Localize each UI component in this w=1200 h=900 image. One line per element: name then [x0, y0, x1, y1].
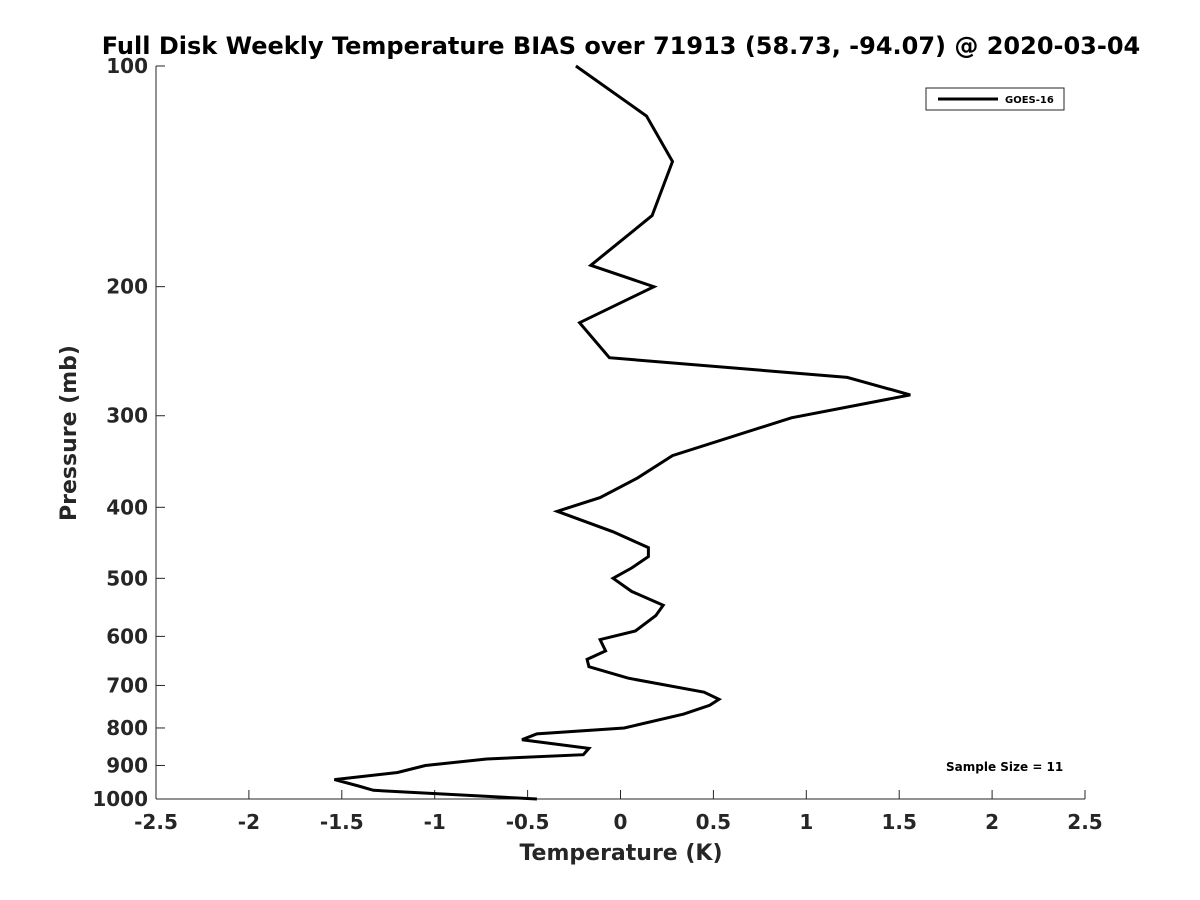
x-tick-label: 1.5	[881, 810, 916, 834]
y-tick-label: 200	[106, 275, 148, 299]
x-tick-label: -1.5	[320, 810, 364, 834]
x-tick-label: 1	[799, 810, 813, 834]
x-tick-label: -2.5	[134, 810, 178, 834]
legend-label: GOES-16	[1005, 95, 1054, 106]
legend: GOES-16	[925, 87, 1065, 111]
x-tick-label: 2.5	[1067, 810, 1102, 834]
y-tick-label: 400	[106, 495, 148, 519]
x-tick-label: -0.5	[506, 810, 550, 834]
x-tick-label: 0.5	[696, 810, 731, 834]
x-tick-label: -2	[238, 810, 260, 834]
y-tick-label: 1000	[92, 787, 148, 811]
series-line	[334, 64, 911, 801]
series-group	[334, 64, 911, 801]
x-tick-label: 0	[614, 810, 628, 834]
y-tick-label: 800	[106, 716, 148, 740]
y-tick-label: 100	[106, 54, 148, 78]
axes: -2.5 -2 -1.5 -1 -0.5 0 0.5 1 1.5 2 2.5 100 200 300 400…	[92, 54, 1102, 834]
chart-title: Full Disk Weekly Temperature BIAS over 7…	[102, 32, 1141, 60]
x-tick-label: -1	[424, 810, 446, 834]
y-tick-label: 300	[106, 404, 148, 428]
sample-size-annotation: Sample Size = 11	[946, 760, 1063, 774]
y-tick-label: 700	[106, 673, 148, 697]
y-tick-label: 900	[106, 753, 148, 777]
x-axis-label: Temperature (K)	[519, 841, 722, 866]
y-tick-label: 600	[106, 624, 148, 648]
y-tick-label: 500	[106, 566, 148, 590]
y-axis-label: Pressure (mb)	[57, 345, 82, 521]
x-tick-label: 2	[985, 810, 999, 834]
